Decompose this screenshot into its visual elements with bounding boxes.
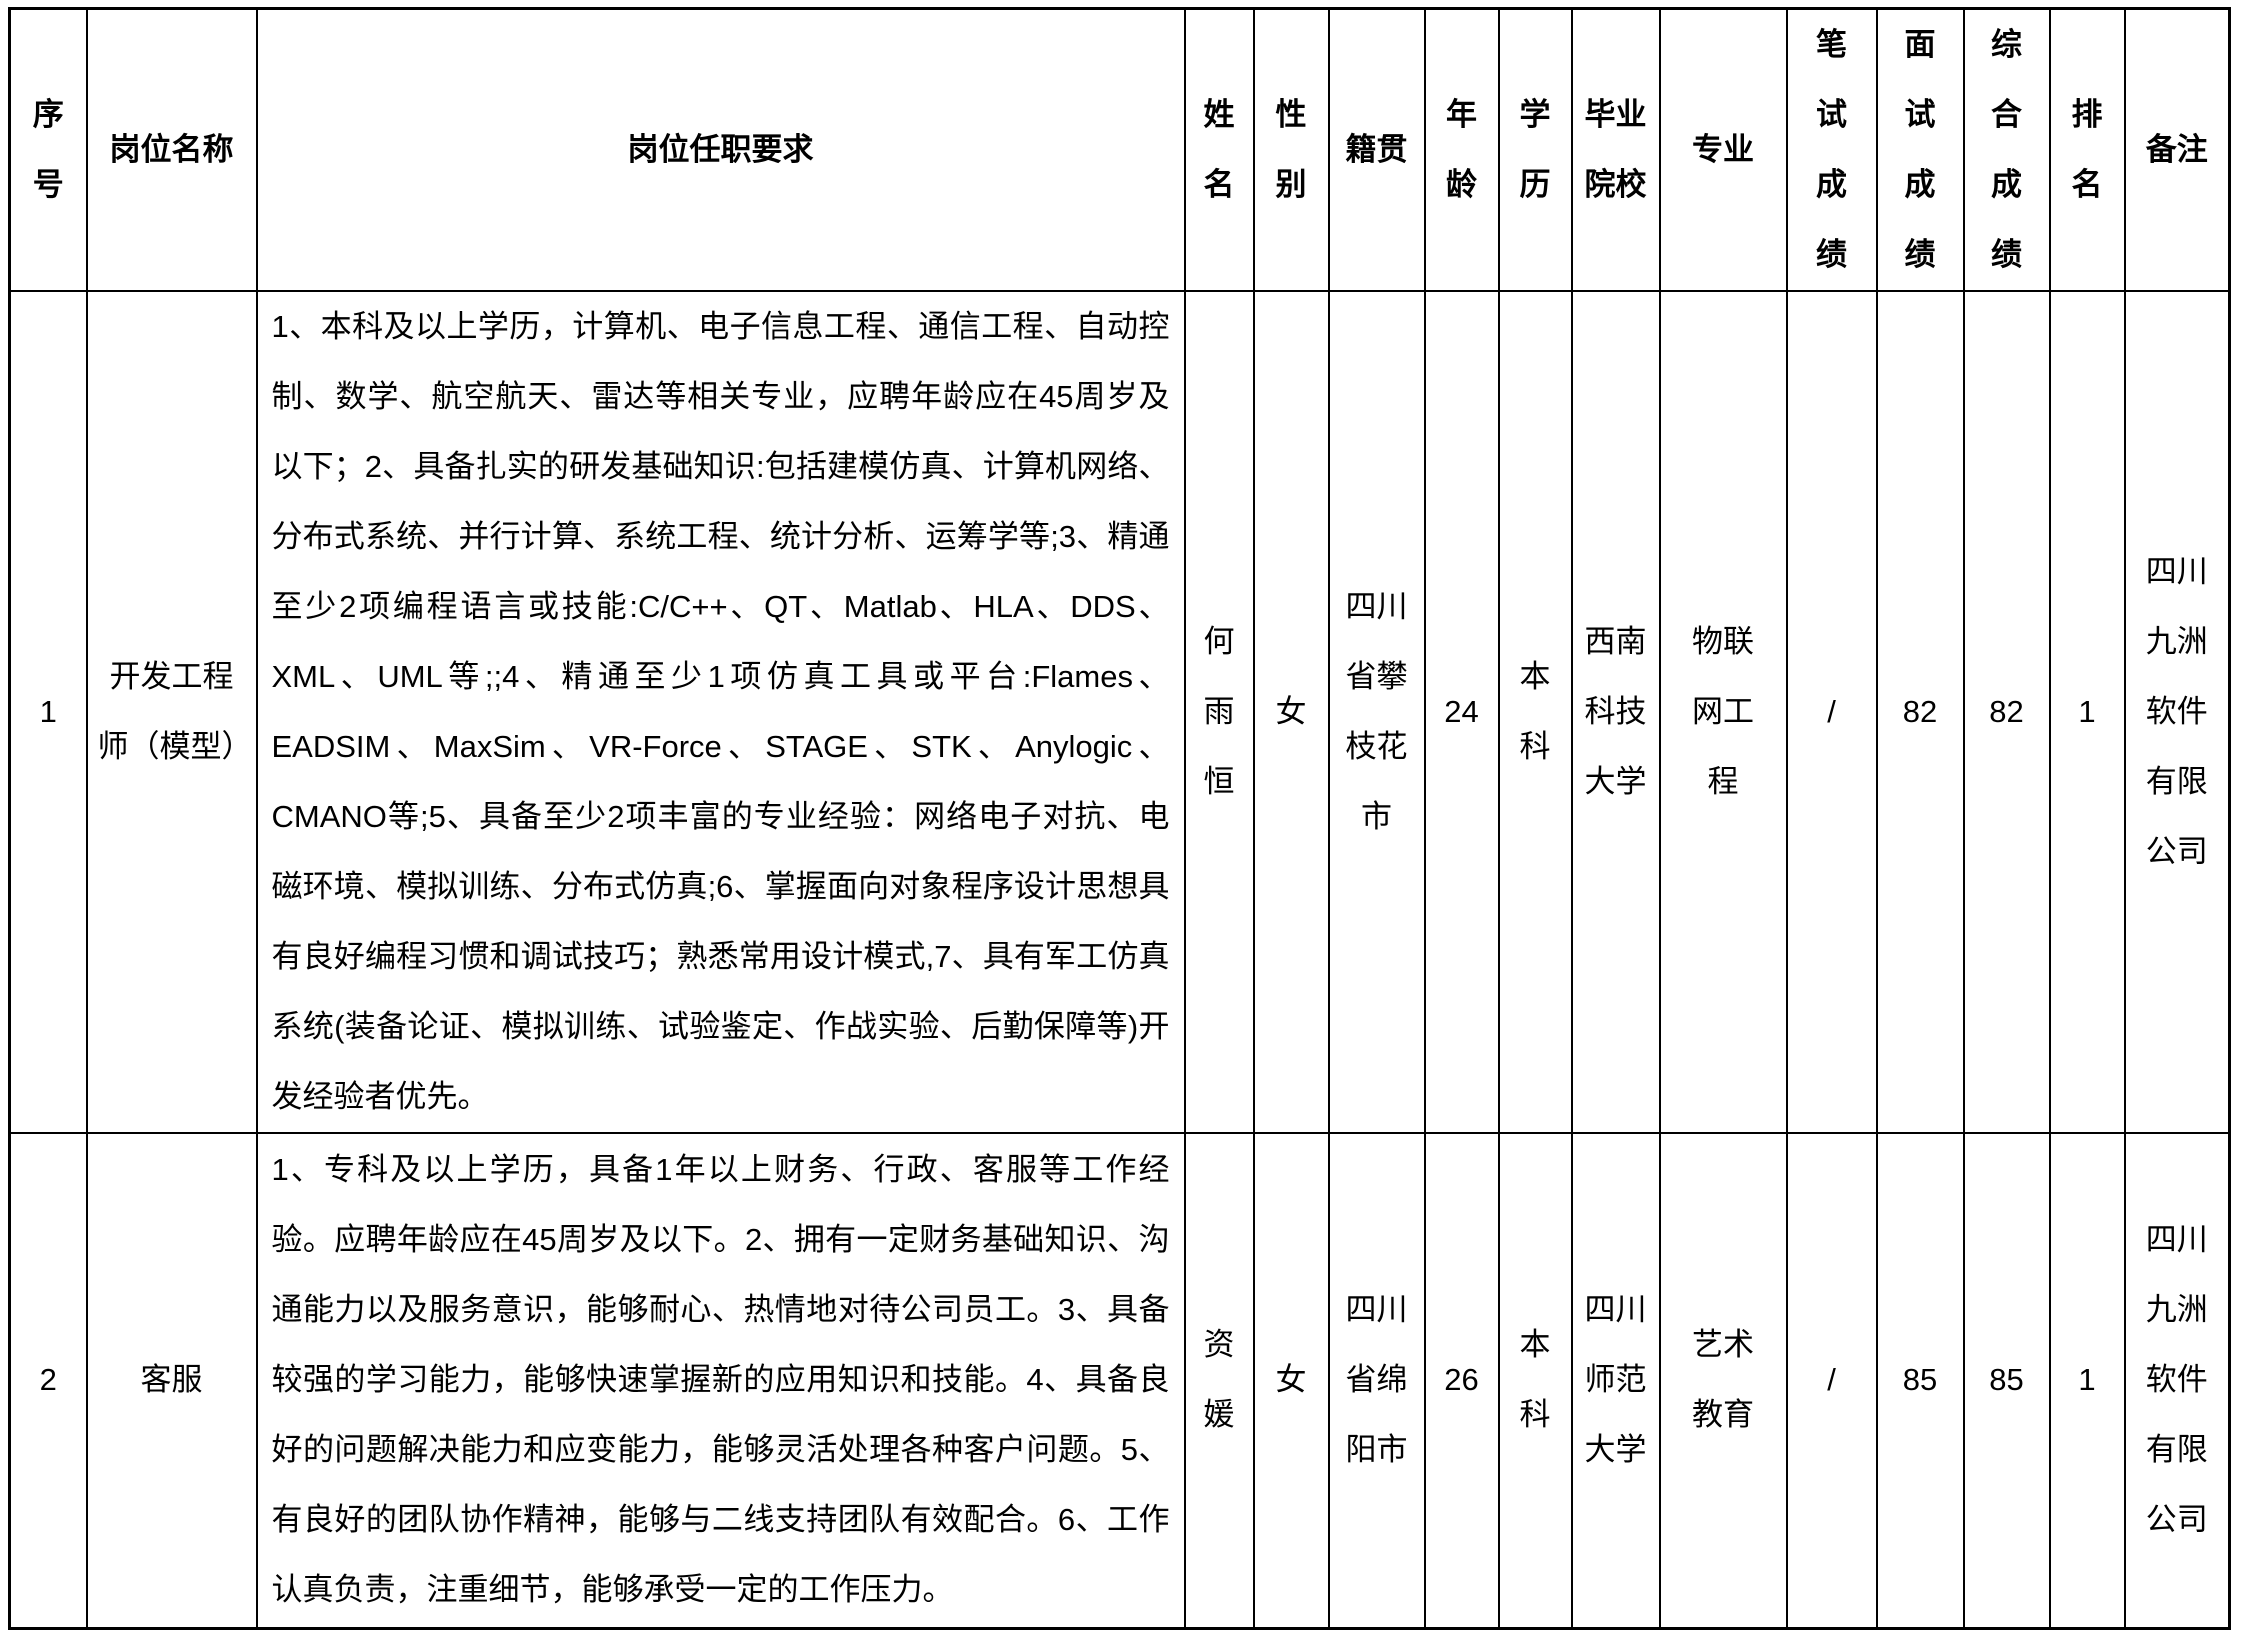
cell-comprehensive-score: 82: [1962, 290, 2051, 1134]
header-name: 姓名: [1183, 7, 1255, 292]
cell-gender: 女: [1252, 290, 1330, 1134]
header-gender: 性别: [1252, 7, 1330, 292]
cell-major: 物联网工程: [1658, 290, 1788, 1134]
header-position-name: 岗位名称: [85, 7, 258, 292]
header-major: 专业: [1658, 7, 1788, 292]
cell-graduate-school: 四川师范大学: [1570, 1132, 1661, 1629]
header-education: 学历: [1497, 7, 1573, 292]
header-position-requirements: 岗位任职要求: [255, 7, 1186, 292]
header-comprehensive-score: 综合成绩: [1962, 7, 2051, 292]
cell-native-place: 四川省绵阳市: [1327, 1132, 1426, 1629]
cell-serial-number: 2: [8, 1132, 88, 1629]
table-row: 2 客服 1、专科及以上学历，具备1年以上财务、行政、客服等工作经验。应聘年龄应…: [8, 1132, 2231, 1629]
cell-interview-score: 85: [1875, 1132, 1965, 1629]
header-written-test-score: 笔试成绩: [1785, 7, 1878, 292]
cell-position-requirements: 1、本科及以上学历，计算机、电子信息工程、通信工程、自动控制、数学、航空航天、雷…: [255, 290, 1186, 1134]
cell-rank: 1: [2048, 1132, 2126, 1629]
header-graduate-school: 毕业院校: [1570, 7, 1661, 292]
header-remarks: 备注: [2123, 7, 2231, 292]
cell-name: 何雨恒: [1183, 290, 1255, 1134]
cell-native-place: 四川省攀枝花市: [1327, 290, 1426, 1134]
table-row: 1 开发工程师（模型） 1、本科及以上学历，计算机、电子信息工程、通信工程、自动…: [8, 290, 2231, 1134]
cell-age: 26: [1423, 1132, 1500, 1629]
document-page: { "page": { "background_color": "#ffffff…: [0, 7, 2241, 1630]
cell-graduate-school: 西南科技大学: [1570, 290, 1661, 1134]
recruitment-results-table: 序号 岗位名称 岗位任职要求 姓名 性别 籍贯 年龄 学历 毕业院校 专业 笔试…: [8, 7, 2231, 1630]
cell-remarks: 四川九洲软件有限公司: [2123, 1132, 2231, 1629]
cell-gender: 女: [1252, 1132, 1330, 1629]
cell-written-test-score: /: [1785, 290, 1878, 1134]
cell-interview-score: 82: [1875, 290, 1965, 1134]
cell-education: 本科: [1497, 290, 1573, 1134]
table-header-row: 序号 岗位名称 岗位任职要求 姓名 性别 籍贯 年龄 学历 毕业院校 专业 笔试…: [8, 7, 2231, 292]
header-age: 年龄: [1423, 7, 1500, 292]
cell-education: 本科: [1497, 1132, 1573, 1629]
header-interview-score: 面试成绩: [1875, 7, 1965, 292]
cell-remarks: 四川九洲软件有限公司: [2123, 290, 2231, 1134]
cell-name: 资媛: [1183, 1132, 1255, 1629]
header-rank: 排名: [2048, 7, 2126, 292]
cell-position-requirements: 1、专科及以上学历，具备1年以上财务、行政、客服等工作经验。应聘年龄应在45周岁…: [255, 1132, 1186, 1629]
cell-position-name: 客服: [85, 1132, 258, 1629]
cell-rank: 1: [2048, 290, 2126, 1134]
cell-major: 艺术教育: [1658, 1132, 1788, 1629]
cell-position-name: 开发工程师（模型）: [85, 290, 258, 1134]
header-serial-number: 序号: [8, 7, 88, 292]
cell-serial-number: 1: [8, 290, 88, 1134]
cell-written-test-score: /: [1785, 1132, 1878, 1629]
cell-comprehensive-score: 85: [1962, 1132, 2051, 1629]
cell-age: 24: [1423, 290, 1500, 1134]
header-native-place: 籍贯: [1327, 7, 1426, 292]
